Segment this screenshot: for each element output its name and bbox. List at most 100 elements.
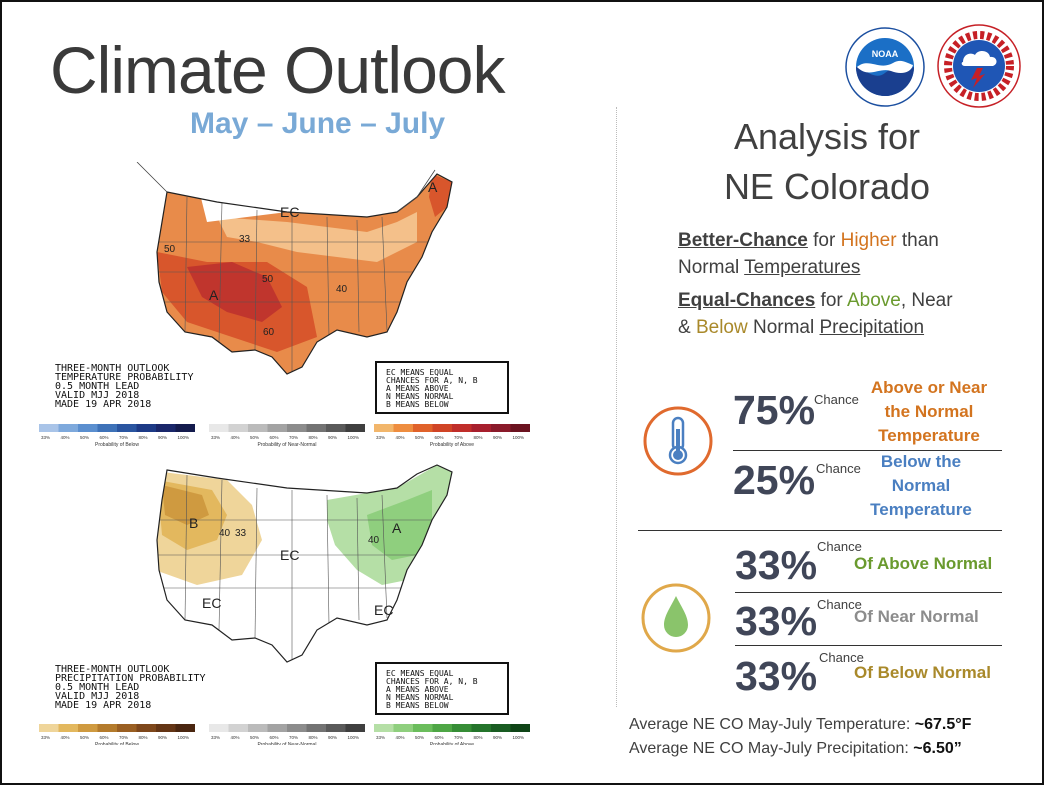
chance-label: Chance — [817, 539, 862, 554]
legend-tick-label: 80% — [309, 435, 318, 440]
legend-tick-label: 100% — [513, 435, 525, 440]
temp-key-line: B MEANS BELOW — [386, 400, 449, 409]
temp-key-line: A MEANS ABOVE — [386, 384, 449, 393]
equal-chances-text: Equal-Chances — [678, 290, 816, 311]
temp-key-line: EC MEANS EQUAL — [386, 368, 454, 377]
nws-logo-icon — [937, 24, 1021, 108]
precip-key-line: A MEANS ABOVE — [386, 685, 449, 694]
legend-tick-label: 40% — [231, 735, 240, 740]
legend-tick-label: 90% — [158, 435, 167, 440]
legend-tick-label: 33% — [41, 735, 50, 740]
noaa-logo-text: NOAA — [872, 49, 899, 59]
chance-label: Chance — [819, 650, 864, 665]
row-divider — [735, 592, 1002, 593]
legend-title: Probability of Below — [95, 742, 139, 745]
section-divider — [638, 530, 1002, 531]
precip-map-ec-label-southeast: EC — [374, 602, 393, 618]
page-subtitle: May – June – July — [190, 107, 446, 140]
legend-tick-label: 80% — [474, 435, 483, 440]
precip-near-percent: 33% — [735, 598, 818, 644]
temp-map-contour-50a: 50 — [164, 244, 176, 255]
legend-tick-label: 50% — [80, 435, 89, 440]
legend-tick-label: 90% — [328, 435, 337, 440]
legend-swatch — [287, 724, 307, 732]
legend-swatch — [248, 724, 268, 732]
precip-above-description: Of Above Normal — [854, 554, 993, 573]
precip-caption-line: PRECIPITATION PROBABILITY — [55, 673, 206, 684]
legend-tick-label: 70% — [119, 435, 128, 440]
above-text: Above — [846, 290, 901, 311]
avg-precipitation-line: Average NE CO May-July Precipitation: ~6… — [629, 740, 962, 758]
legend-tick-label: 100% — [348, 735, 360, 740]
legend-swatch — [175, 424, 195, 432]
water-drop-icon — [641, 583, 711, 653]
legend-swatch — [39, 724, 59, 732]
legend-swatch — [136, 724, 156, 732]
temp-below-percent: 25% — [733, 457, 816, 503]
legend-tick-label: 80% — [139, 435, 148, 440]
temp-map-key: EC MEANS EQUAL CHANCES FOR A, N, B A MEA… — [386, 368, 478, 409]
temp-key-line: N MEANS NORMAL — [386, 392, 454, 401]
legend-tick-label: 90% — [158, 735, 167, 740]
precip-below-description: Of Below Normal — [854, 663, 991, 682]
legend-swatch — [136, 424, 156, 432]
legend-swatch — [510, 724, 530, 732]
legend-tick-label: 50% — [250, 735, 259, 740]
temperatures-text: Temperatures — [744, 257, 861, 278]
legend-tick-label: 50% — [250, 435, 259, 440]
legend-swatch — [267, 724, 287, 732]
precip-key-line: CHANCES FOR A, N, B — [386, 677, 478, 686]
legend-swatch — [413, 724, 433, 732]
precip-summary-line1: Equal-Chances for Above, Near — [678, 290, 953, 312]
temp-map-a-label-west: A — [209, 287, 219, 303]
legend-swatch — [117, 724, 137, 732]
legend-swatch — [432, 724, 452, 732]
temp-key-line: CHANCES FOR A, N, B — [386, 376, 478, 385]
precip-caption-line: THREE-MONTH OUTLOOK — [55, 664, 169, 675]
summary-text: for — [807, 230, 841, 251]
precip-map-contour-40b: 40 — [368, 535, 380, 546]
desc-line: Temperature — [870, 500, 972, 519]
summary-text: than — [896, 230, 939, 251]
desc-line: Temperature — [878, 426, 980, 445]
temp-map-caption: THREE-MONTH OUTLOOK TEMPERATURE PROBABIL… — [55, 363, 193, 410]
precip-map-contour-33: 33 — [235, 528, 247, 539]
temp-map-color-legend: 33% 40% 50% 60% 70% 80% 90% 100% Probability of … — [39, 424, 530, 447]
legend-swatch — [326, 724, 346, 732]
legend-swatch — [413, 424, 433, 432]
precipitation-outlook-map: B A EC EC EC 40 33 40 THREE-MONTH OUTLOO… — [39, 464, 530, 745]
legend-swatch — [393, 724, 413, 732]
avg-temp-label: Average NE CO May-July Temperature: — [629, 716, 915, 733]
better-chance-text: Better-Chance — [678, 230, 808, 251]
chance-label: Chance — [814, 392, 859, 407]
precip-map-contour-40: 40 — [219, 528, 231, 539]
legend-swatch — [491, 724, 511, 732]
column-divider — [616, 107, 617, 707]
legend-tick-label: 60% — [435, 435, 444, 440]
temp-caption-line: TEMPERATURE PROBABILITY — [55, 372, 193, 383]
legend-swatch — [471, 724, 491, 732]
legend-swatch — [58, 424, 78, 432]
precip-map-ec-label-southwest: EC — [202, 595, 221, 611]
summary-text: for — [815, 290, 847, 311]
legend-swatch — [267, 424, 287, 432]
precip-caption-line: 0.5 MONTH LEAD — [55, 682, 139, 693]
legend-title: Probability of Above — [430, 442, 474, 447]
legend-tick-label: 33% — [211, 435, 220, 440]
legend-swatch — [248, 424, 268, 432]
legend-tick-label: 80% — [139, 735, 148, 740]
temp-map-ec-label: EC — [280, 204, 299, 220]
legend-tick-label: 33% — [211, 735, 220, 740]
legend-swatch — [156, 724, 176, 732]
legend-tick-label: 90% — [493, 735, 502, 740]
temp-map-contour-60: 60 — [263, 327, 275, 338]
legend-tick-label: 70% — [454, 735, 463, 740]
legend-swatch — [117, 424, 137, 432]
avg-temperature-line: Average NE CO May-July Temperature: ~67.… — [629, 716, 971, 734]
temp-caption-line: THREE-MONTH OUTLOOK — [55, 363, 169, 374]
legend-tick-label: 100% — [513, 735, 525, 740]
avg-temp-value: ~67.5°F — [914, 716, 972, 733]
legend-title: Probability of Above — [430, 742, 474, 745]
legend-tick-label: 40% — [396, 735, 405, 740]
page-title: Climate Outlook — [50, 33, 506, 107]
